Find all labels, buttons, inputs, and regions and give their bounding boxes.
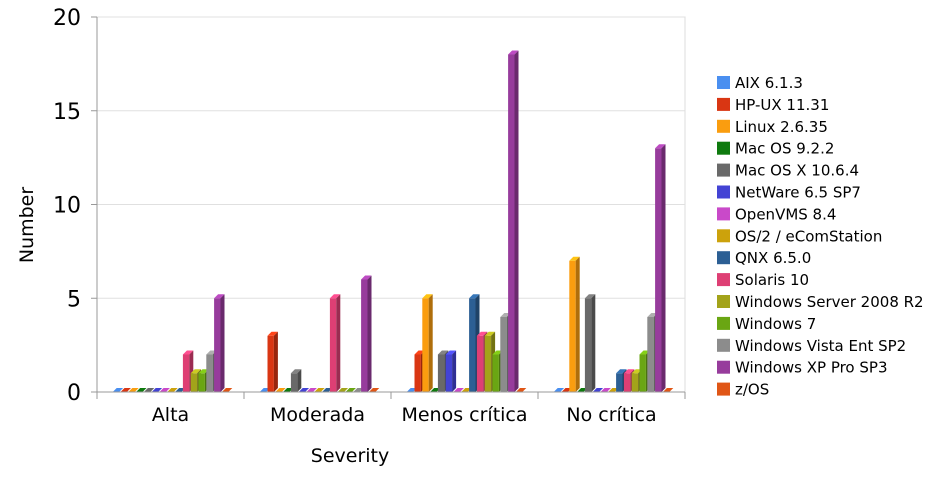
- legend-swatch: [717, 185, 730, 199]
- legend-item: HP-UX 11.31: [717, 96, 829, 114]
- legend-item: z/OS: [717, 381, 769, 399]
- bar: [584, 294, 596, 392]
- legend-label: QNX 6.5.0: [735, 249, 811, 267]
- bar: [592, 388, 604, 392]
- legend-swatch: [717, 273, 730, 287]
- bar: [290, 369, 302, 392]
- bar: [655, 144, 666, 392]
- legend-label: HP-UX 11.31: [735, 96, 829, 114]
- legend-label: z/OS: [735, 381, 769, 399]
- bar: [136, 388, 147, 392]
- y-tick-label: 0: [67, 381, 81, 406]
- y-tick-label: 15: [53, 100, 81, 125]
- bar: [314, 388, 325, 392]
- legend-label: Mac OS 9.2.2: [735, 140, 834, 158]
- x-tick-label: Moderada: [270, 404, 365, 426]
- legend-item: Solaris 10: [717, 271, 809, 289]
- x-axis-title: Severity: [311, 445, 389, 467]
- axes: 0 5 10 15 20 Alta Moderada Menos crítica No crít…: [53, 6, 686, 426]
- y-axis-title: Number: [16, 187, 38, 264]
- legend-item: Mac OS 9.2.2: [717, 140, 834, 158]
- legend-item: AIX 6.1.3: [717, 74, 803, 92]
- bar: [361, 275, 372, 392]
- legend: AIX 6.1.3 HP-UX 11.31 Linux 2.6.35 Mac OS 9…: [717, 74, 924, 399]
- legend-item: Mac OS X 10.6.4: [717, 162, 859, 180]
- bar: [515, 388, 527, 392]
- legend-item: Windows Server 2008 R2: [717, 293, 924, 311]
- legend-item: OpenVMS 8.4: [717, 205, 836, 223]
- x-tick-label: No crítica: [566, 404, 656, 426]
- legend-swatch: [717, 295, 730, 308]
- legend-label: Mac OS X 10.6.4: [735, 162, 859, 180]
- bar: [453, 388, 464, 392]
- bar: [159, 388, 170, 392]
- legend-item: Linux 2.6.35: [717, 118, 828, 136]
- legend-swatch: [717, 76, 730, 89]
- legend-label: AIX 6.1.3: [735, 74, 803, 92]
- bar: [508, 50, 519, 392]
- legend-swatch: [717, 229, 730, 243]
- legend-swatch: [717, 251, 730, 265]
- bar: [600, 388, 611, 392]
- legend-item: Windows 7: [717, 315, 816, 333]
- bar: [128, 388, 139, 392]
- bar: [445, 350, 457, 392]
- bar: [329, 294, 341, 392]
- bar: [275, 388, 286, 392]
- bars: [112, 50, 674, 392]
- legend-swatch: [717, 163, 730, 177]
- legend-swatch: [717, 97, 730, 111]
- bar: [337, 388, 349, 392]
- y-tick-label: 5: [67, 287, 81, 312]
- legend-label: Windows XP Pro SP3: [735, 359, 888, 377]
- legend-label: Windows Server 2008 R2: [735, 293, 924, 311]
- legend-item: OS/2 / eComStation: [717, 227, 882, 245]
- legend-label: Windows Vista Ent SP2: [735, 337, 906, 355]
- bar: [167, 388, 178, 392]
- bar: [306, 388, 317, 392]
- x-tick-label: Menos crítica: [401, 404, 527, 426]
- bar: [120, 388, 131, 392]
- legend-item: Windows Vista Ent SP2: [717, 337, 906, 355]
- legend-label: Linux 2.6.35: [735, 118, 828, 136]
- bar: [151, 388, 163, 392]
- legend-item: NetWare 6.5 SP7: [717, 184, 861, 202]
- y-tick-label: 20: [53, 6, 81, 31]
- legend-swatch: [717, 338, 730, 352]
- bar: [143, 388, 155, 392]
- bar: [221, 388, 233, 392]
- legend-label: NetWare 6.5 SP7: [735, 184, 861, 202]
- legend-label: OpenVMS 8.4: [735, 205, 836, 223]
- legend-swatch: [717, 316, 730, 330]
- legend-swatch: [717, 360, 730, 374]
- bar: [662, 388, 674, 392]
- legend-item: QNX 6.5.0: [717, 249, 811, 267]
- legend-item: Windows XP Pro SP3: [717, 359, 888, 377]
- bar: [345, 388, 356, 392]
- y-tick-label: 10: [53, 194, 81, 219]
- bar: [267, 331, 278, 392]
- legend-label: Solaris 10: [735, 271, 809, 289]
- bar: [298, 388, 310, 392]
- bar: [214, 294, 225, 392]
- legend-label: OS/2 / eComStation: [735, 227, 882, 245]
- legend-swatch: [717, 119, 730, 133]
- legend-swatch: [717, 141, 730, 155]
- bar: [569, 256, 580, 392]
- legend-swatch: [717, 382, 730, 396]
- legend-label: Windows 7: [735, 315, 816, 333]
- bar: [553, 388, 565, 392]
- bar: [112, 388, 124, 392]
- bar: [368, 388, 380, 392]
- legend-swatch: [717, 207, 730, 221]
- bar: [422, 294, 433, 392]
- x-tick-label: Alta: [152, 404, 189, 426]
- grid: [96, 16, 686, 393]
